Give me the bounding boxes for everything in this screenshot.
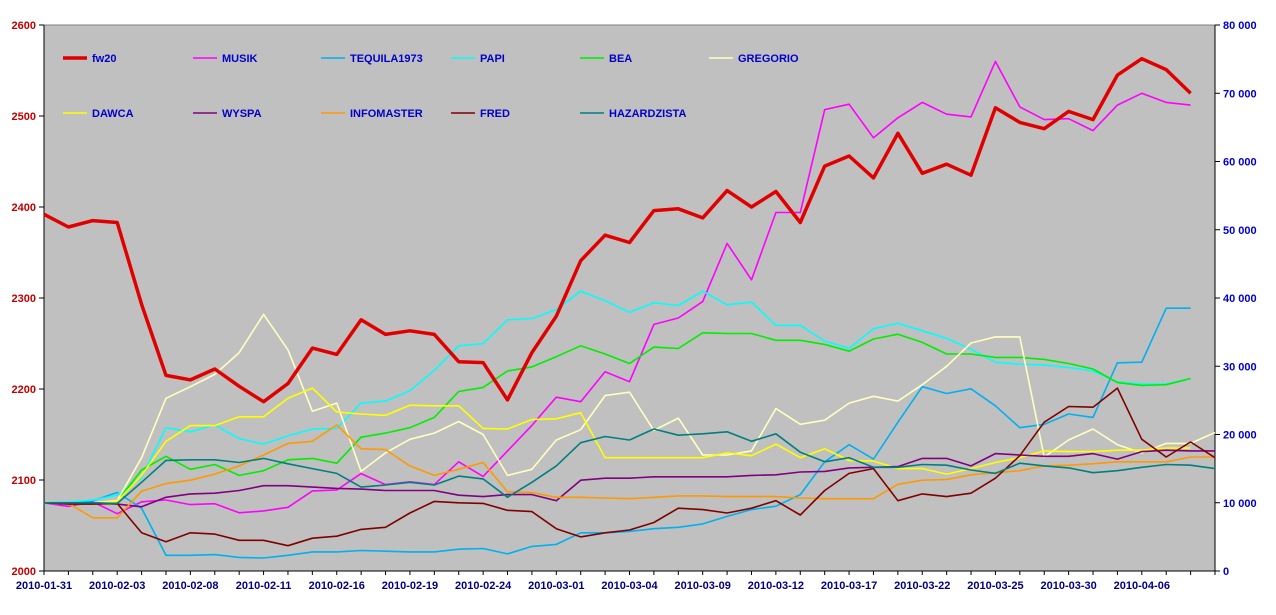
- x-tick-label: 2010-03-22: [894, 580, 950, 592]
- legend: fw20 MUSIK TEQUILA1973 PAPI BEA GREGORIO DAWCA…: [63, 53, 799, 120]
- x-tick-label: 2010-03-09: [675, 580, 731, 592]
- legend-label: DAWCA: [92, 108, 134, 120]
- y-tick-label: 2500: [12, 111, 36, 123]
- legend-label: MUSIK: [222, 53, 258, 65]
- y-tick-label: 2400: [12, 202, 36, 214]
- legend-label: WYSPA: [222, 108, 262, 120]
- x-tick-label: 2010-03-04: [601, 580, 658, 592]
- y2-tick-label: 20 000: [1223, 430, 1257, 442]
- y2-tick-label: 10 000: [1223, 498, 1257, 510]
- x-tick-label: 2010-02-24: [455, 580, 512, 592]
- y-tick-label: 2200: [12, 384, 36, 396]
- legend-label: BEA: [609, 53, 632, 65]
- series-line-infomaster: [43, 424, 1215, 519]
- y2-tick-label: 0: [1223, 566, 1229, 578]
- x-tick-label: 2010-02-19: [382, 580, 438, 592]
- x-tick-label: 2010-03-12: [748, 580, 804, 592]
- legend-label: TEQUILA1973: [350, 53, 423, 65]
- y2-tick-label: 70 000: [1223, 88, 1257, 100]
- axes: 2000 2100 2200 2300 2400 2500 2600 0 10 000 20 00…: [12, 20, 1257, 592]
- x-tick-label: 2010-04-06: [1114, 580, 1170, 592]
- series-line-fred: [43, 387, 1216, 547]
- y2-tick-label: 80 000: [1223, 20, 1257, 32]
- x-tick-label: 2010-02-11: [236, 580, 292, 592]
- x-tick-label: 2010-02-08: [162, 580, 218, 592]
- legend-label: HAZARDZISTA: [609, 108, 686, 120]
- y-tick-label: 2300: [12, 293, 36, 305]
- y-tick-label: 2000: [12, 566, 36, 578]
- legend-label: PAPI: [480, 53, 505, 65]
- series-line-hazardzista: [44, 428, 1216, 505]
- y2-tick-label: 30 000: [1223, 361, 1257, 373]
- legend-label: INFOMASTER: [350, 108, 423, 120]
- series-line-gregorio: [43, 313, 1216, 505]
- series-line-fw20: [43, 56, 1192, 404]
- x-tick-label: 2010-03-30: [1040, 580, 1096, 592]
- x-tick-label: 2010-03-17: [821, 580, 877, 592]
- plot-area: [43, 24, 1216, 572]
- series-line-bea: [43, 331, 1191, 505]
- legend-label: FRED: [480, 108, 510, 120]
- series-line-dawca: [43, 387, 1191, 505]
- series-lines: [43, 56, 1216, 559]
- x-tick-label: 2010-01-31: [16, 580, 72, 592]
- y2-tick-label: 50 000: [1223, 225, 1257, 237]
- y-tick-label: 2100: [12, 475, 36, 487]
- series-line-papi: [43, 290, 1191, 504]
- series-line-musik: [43, 60, 1191, 515]
- x-tick-label: 2010-03-25: [967, 580, 1023, 592]
- y2-tick-label: 40 000: [1223, 293, 1257, 305]
- x-tick-label: 2010-02-16: [309, 580, 365, 592]
- x-tick-label: 2010-03-01: [528, 580, 584, 592]
- legend-label: GREGORIO: [738, 53, 799, 65]
- y-tick-label: 2600: [12, 20, 36, 32]
- x-tick-label: 2010-02-03: [89, 580, 145, 592]
- y2-tick-label: 60 000: [1223, 157, 1257, 169]
- legend-label: fw20: [92, 53, 116, 65]
